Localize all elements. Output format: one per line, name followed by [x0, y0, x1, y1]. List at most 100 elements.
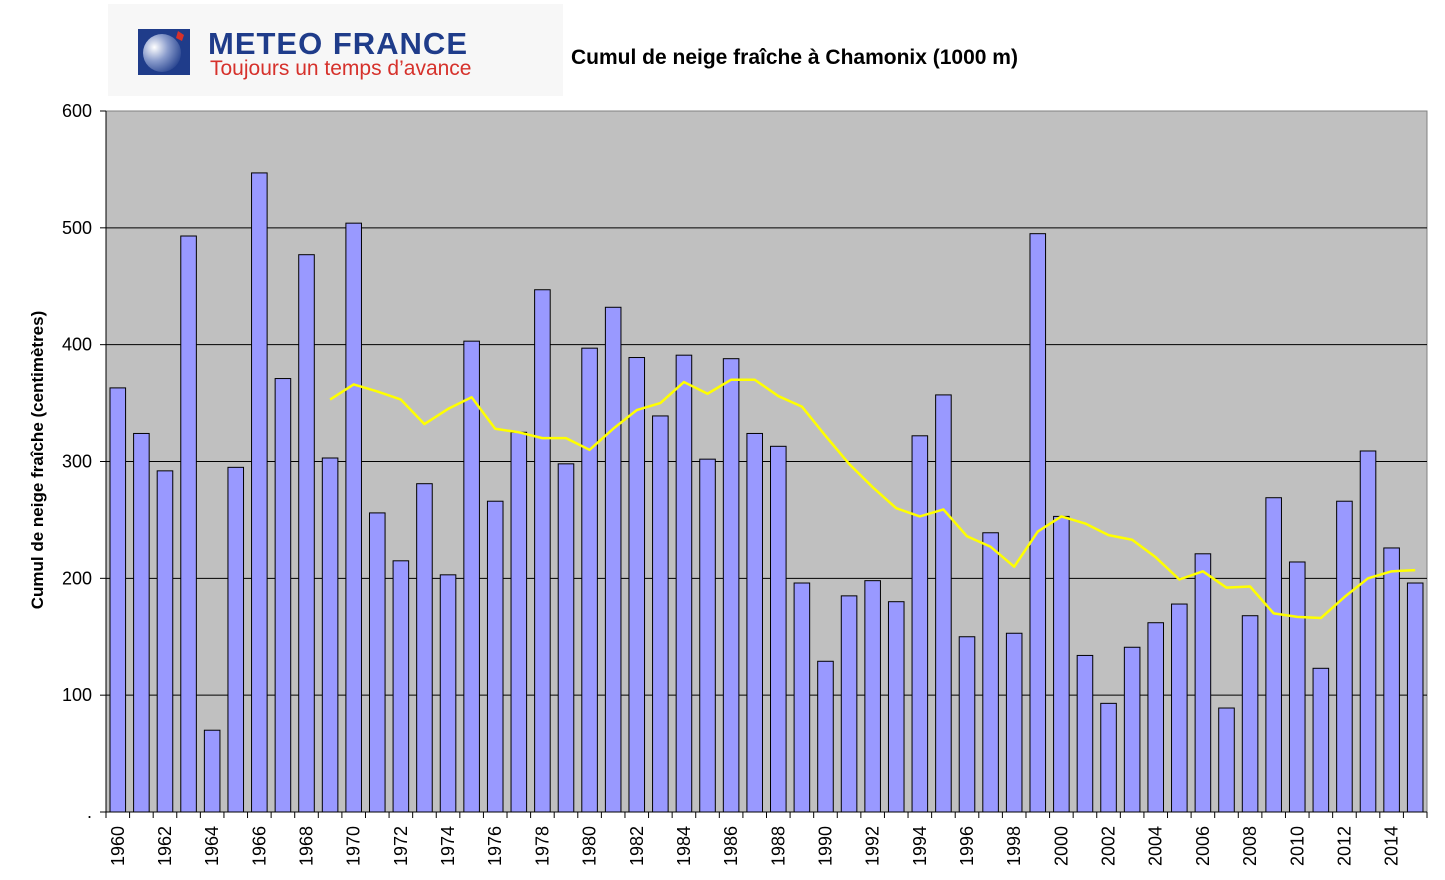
bar-1990 [817, 660, 834, 813]
x-tick-label-1994: 1994 [910, 826, 930, 866]
bar-2012 [1336, 500, 1353, 813]
x-tick-label-2014: 2014 [1382, 826, 1402, 866]
y-axis-label: Cumul de neige fraîche (centimètres) [28, 311, 47, 610]
bar-1997 [982, 532, 999, 813]
x-tick-label-1976: 1976 [485, 826, 505, 866]
bar-1987 [746, 432, 763, 813]
x-tick-label-1974: 1974 [438, 826, 458, 866]
bar-1974 [439, 574, 457, 813]
x-tick-label-2000: 2000 [1051, 826, 1071, 866]
x-tick-label-1990: 1990 [815, 826, 835, 866]
bar-2002 [1100, 702, 1117, 813]
x-tick-label-2010: 2010 [1287, 826, 1307, 866]
bar-2013 [1359, 450, 1377, 813]
y-tick-label: 200 [62, 568, 92, 588]
x-tick-label-1978: 1978 [532, 826, 552, 866]
bar-1996 [958, 636, 976, 813]
bar-2010 [1288, 561, 1306, 813]
y-tick-label: 100 [62, 685, 92, 705]
bar-1985 [699, 458, 716, 813]
bar-2009 [1265, 497, 1282, 813]
bar-1979 [557, 463, 575, 813]
bar-1989 [793, 582, 811, 813]
bar-1984 [675, 354, 693, 813]
meteo-france-logo: METEO FRANCE Toujours un temps d’avance [108, 4, 563, 96]
y-tick-label: 600 [62, 101, 92, 121]
bar-1975 [463, 340, 480, 813]
bar-1995 [935, 394, 952, 813]
x-tick-label-1970: 1970 [344, 826, 364, 866]
bar-1988 [770, 445, 787, 813]
bar-1980 [581, 347, 598, 813]
bar-1991 [840, 595, 858, 813]
moving-average-series [329, 378, 1416, 620]
x-tick-label-1996: 1996 [957, 826, 977, 866]
bar-1999 [1029, 233, 1047, 813]
x-tick-label-2008: 2008 [1240, 826, 1260, 866]
x-tick-label-2002: 2002 [1099, 826, 1119, 866]
logo-title: METEO FRANCE [208, 26, 468, 61]
bar-2005 [1171, 603, 1188, 813]
x-tick-label-2006: 2006 [1193, 826, 1213, 866]
x-tick-label-2012: 2012 [1334, 826, 1354, 866]
bar-1994 [911, 435, 929, 813]
bar-2008 [1241, 615, 1259, 813]
x-tick-label-1986: 1986 [721, 826, 741, 866]
x-tick-label-1968: 1968 [297, 826, 317, 866]
chart-title: Cumul de neige fraîche à Chamonix (1000 … [571, 46, 1018, 69]
bar-1992 [864, 580, 881, 813]
moving-average-line [329, 378, 1416, 620]
bar-1983 [652, 415, 669, 813]
x-tick-label-1960: 1960 [108, 826, 128, 866]
bar-1960 [109, 387, 127, 813]
x-tick-label-1982: 1982 [627, 826, 647, 866]
bar-1977 [510, 431, 528, 813]
x-tick-label-1984: 1984 [674, 826, 694, 866]
x-tick-label-2004: 2004 [1146, 826, 1166, 866]
bar-2011 [1312, 667, 1330, 813]
bar-1964 [203, 729, 221, 813]
bar-1966 [251, 172, 268, 813]
x-tick-label-1998: 1998 [1004, 826, 1024, 866]
x-tick-label-1964: 1964 [202, 826, 222, 866]
x-tick-label-1992: 1992 [863, 826, 883, 866]
bar-2004 [1147, 622, 1165, 813]
bar-series [109, 172, 1424, 813]
y-tick-label: 300 [62, 452, 92, 472]
bar-1993 [887, 601, 905, 813]
x-tick-label-1972: 1972 [391, 826, 411, 866]
bar-2006 [1194, 553, 1212, 813]
bar-1976 [486, 500, 504, 813]
bar-2001 [1076, 654, 1094, 813]
bar-1963 [180, 235, 197, 813]
y-tick-label: 500 [62, 218, 92, 238]
bar-1967 [274, 378, 292, 813]
bar-1978 [534, 289, 551, 813]
bar-1965 [227, 466, 245, 813]
y-tick-label: . [87, 802, 92, 822]
bar-2007 [1218, 707, 1235, 813]
bar-2014 [1383, 547, 1400, 813]
x-tick-label-1988: 1988 [768, 826, 788, 866]
x-tick-label-1966: 1966 [249, 826, 269, 866]
bar-1986 [722, 358, 740, 813]
x-tick-label-1962: 1962 [155, 826, 175, 866]
y-axis-ticks: . 100 200 300 400 500 600 [62, 101, 107, 822]
bar-1970 [345, 222, 362, 813]
meteo-france-logo-icon [138, 29, 190, 75]
bar-1972 [392, 560, 410, 813]
x-axis-ticks: 1960 1962 1964 1966 1968 1970 1972 1974 1976 1978… [105, 811, 1428, 866]
logo-tagline: Toujours un temps d’avance [210, 57, 472, 80]
bar-1969 [321, 457, 339, 813]
x-tick-label-1980: 1980 [580, 826, 600, 866]
y-tick-label: 400 [62, 335, 92, 355]
bar-1981 [604, 306, 622, 813]
bar-1971 [368, 512, 386, 813]
bar-1998 [1005, 632, 1023, 813]
bar-2000 [1053, 515, 1070, 813]
bar-1961 [133, 432, 150, 813]
bar-2003 [1123, 646, 1141, 813]
bar-2015 [1406, 582, 1424, 813]
bar-1973 [416, 483, 433, 813]
